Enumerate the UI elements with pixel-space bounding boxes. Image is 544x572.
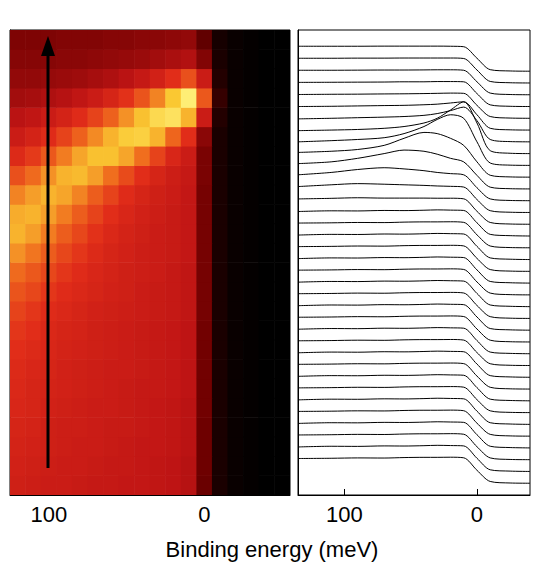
svg-text:100: 100 bbox=[31, 502, 68, 527]
svg-text:Binding energy (meV): Binding energy (meV) bbox=[166, 537, 379, 562]
svg-text:100: 100 bbox=[326, 502, 363, 527]
svg-text:0: 0 bbox=[471, 502, 483, 527]
svg-text:0: 0 bbox=[198, 502, 210, 527]
